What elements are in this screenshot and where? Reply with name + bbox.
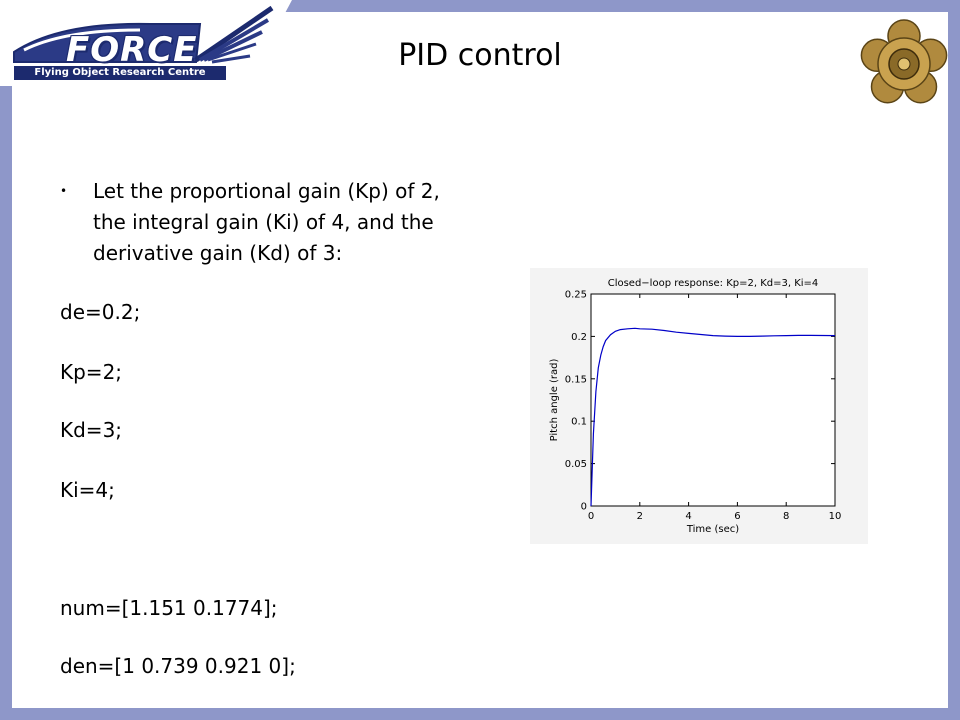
y-tick-label: 0.25 (565, 290, 587, 301)
y-tick-label: 0.05 (565, 459, 587, 470)
bullet-text: Let the proportional gain (Kp) of 2, the… (93, 179, 440, 265)
chart-svg: 0 2 4 6 8 10 0 0.05 0.1 0.15 0.2 0.25 Closed−loop re… (549, 278, 842, 535)
bullet-item: • Let the proportional gain (Kp) of 2, t… (60, 176, 450, 269)
response-chart: 0 2 4 6 8 10 0 0.05 0.1 0.15 0.2 0.25 Closed−loop re… (530, 268, 868, 544)
y-tick-label: 0.1 (571, 417, 587, 428)
y-tick-label: 0.15 (565, 374, 587, 385)
x-axis-label: Time (sec) (686, 524, 739, 535)
x-tick-label: 2 (637, 511, 643, 522)
x-tick-label: 10 (829, 511, 842, 522)
y-tick-label: 0 (581, 502, 587, 513)
x-tick-label: 8 (783, 511, 789, 522)
code-line: de=0.2; (60, 300, 141, 324)
code-line: num=[1.151 0.1774]; (60, 596, 278, 620)
chart-title: Closed−loop response: Kp=2, Kd=3, Ki=4 (608, 278, 819, 289)
bullet-dot-icon: • (60, 184, 68, 198)
x-tick-label: 4 (685, 511, 691, 522)
logo-subtitle: Flying Object Research Centre (14, 66, 226, 80)
logo-word: FORCE (66, 30, 198, 70)
code-line: Kp=2; (60, 360, 123, 384)
page-title: PID control (398, 38, 562, 73)
logo-wing-graphic (0, 0, 292, 86)
code-line: den=[1 0.739 0.921 0]; (60, 654, 296, 678)
code-line: Ki=4; (60, 478, 115, 502)
series-line (590, 327, 836, 507)
x-tick-label: 6 (734, 511, 740, 522)
x-tick-label: 0 (588, 511, 594, 522)
university-emblem-icon (860, 19, 948, 104)
y-tick-label: 0.2 (571, 332, 587, 343)
code-line: Kd=3; (60, 418, 123, 442)
y-axis-label: Pitch angle (rad) (549, 358, 560, 441)
force-logo: FORCE Flying Object Research Centre (0, 0, 300, 92)
plot-area (590, 293, 836, 507)
